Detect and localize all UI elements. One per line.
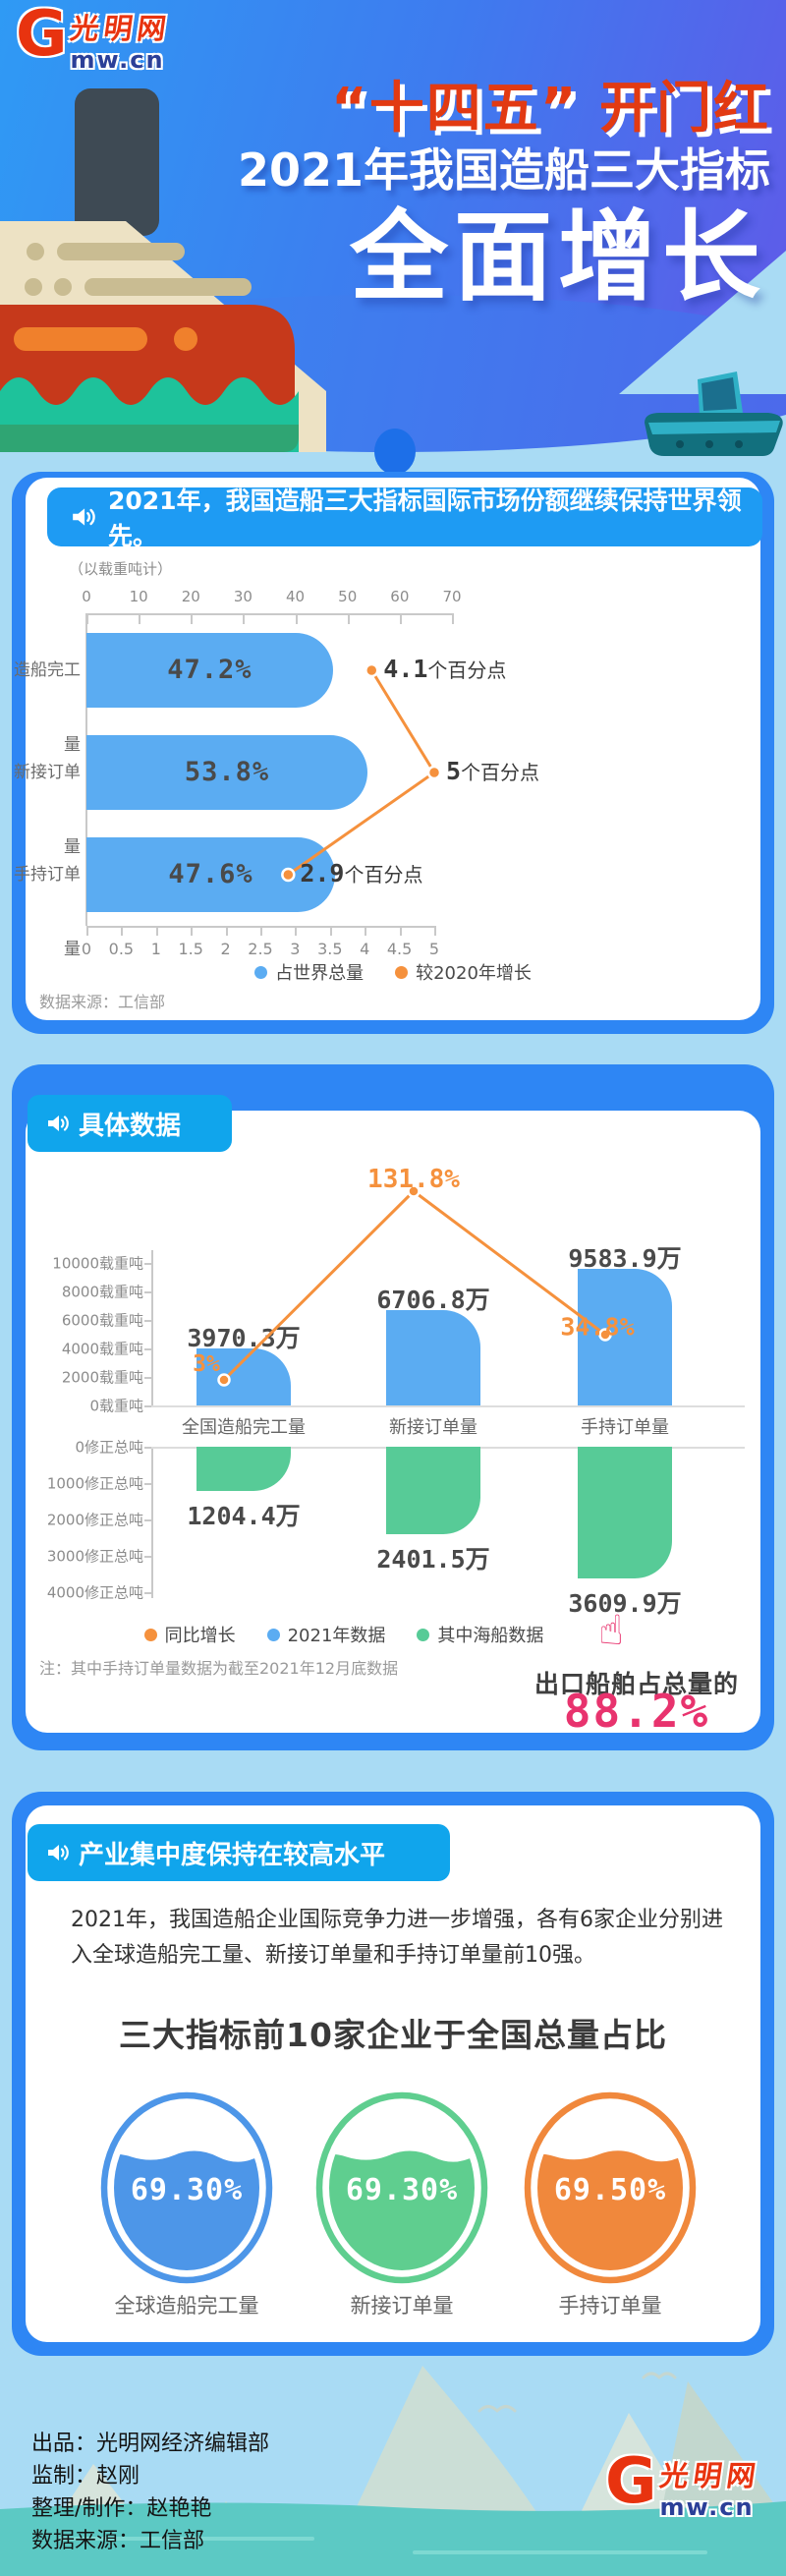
data-source: 数据来源：工信部 (39, 993, 166, 1011)
section1-header: 2021年，我国造船三大指标国际市场份额继续保持世界领先。 (47, 487, 762, 550)
speaker-icon (73, 508, 95, 526)
section2-tab: 具体数据 (28, 1095, 232, 1152)
speaker-icon (48, 1845, 69, 1860)
section2-tab-text: 具体数据 (79, 1111, 182, 1141)
logo-domain: mw.cn (659, 2493, 755, 2521)
title-line1: “十四五” 开门红 (330, 77, 770, 141)
section3-tab-text: 产业集中度保持在较高水平 (79, 1840, 386, 1870)
section3-tab: 产业集中度保持在较高水平 (28, 1824, 450, 1881)
title-line2: 2021年我国造船三大指标 (237, 143, 770, 197)
logo-chinese-name: 光明网 (656, 2459, 762, 2492)
seagull-icon (477, 2405, 517, 2413)
footer-sea-illustration (0, 2366, 786, 2576)
sea (0, 2501, 786, 2576)
section3-card (26, 1805, 760, 2342)
speaker-icon (48, 1116, 69, 1131)
section3-chart-title: 三大指标前10家企业于全国总量占比 (119, 2016, 667, 2054)
gmw-logo-footer: G 光明网 mw.cn (605, 2445, 762, 2521)
logo-g-mark: G (16, 0, 68, 71)
credit-producer: 出品：光明网经济编辑部 (31, 2432, 270, 2456)
pointing-hand-icon: ☝ (598, 1606, 624, 1654)
title-line3: 全面增长 (350, 200, 766, 315)
logo-domain: mw.cn (70, 46, 165, 74)
logo-g-mark: G (605, 2445, 657, 2518)
ship-funnel (75, 88, 159, 236)
small-boat-illustration (645, 372, 783, 456)
gmw-logo-top: G 光明网 mw.cn (16, 0, 173, 74)
seagull-icon (642, 2372, 677, 2379)
decor-dot (374, 429, 416, 475)
ship-illustration (0, 88, 326, 452)
hero-titles: “十四五” 开门红 2021年我国造船三大指标 全面增长 (237, 77, 770, 315)
section3-paragraph: 2021年，我国造船企业国际竞争力进一步增强，各有6家企业分别进入全球造船完工量… (71, 1908, 723, 1968)
chart2-note: 注：其中手持订单量数据为截至2021年12月底数据 (39, 1659, 399, 1678)
export-callout-value: 88.2% (563, 1685, 710, 1738)
export-callout-text: 出口船舶占总量的 (533, 1670, 739, 1698)
footer-credits: 出品：光明网经济编辑部 监制：赵刚 整理/制作：赵艳艳 数据来源：工信部 (31, 2428, 269, 2557)
section2-card (26, 1111, 760, 1733)
unit-note: （以载重吨计） (69, 560, 173, 578)
credit-source: 数据来源：工信部 (31, 2529, 205, 2553)
credit-editor: 整理/制作：赵艳艳 (31, 2496, 212, 2521)
credit-supervisor: 监制：赵刚 (31, 2464, 140, 2489)
section1-header-text: 2021年，我国造船三大指标国际市场份额继续保持世界领先。 (108, 487, 742, 550)
logo-chinese-name: 光明网 (67, 12, 173, 45)
